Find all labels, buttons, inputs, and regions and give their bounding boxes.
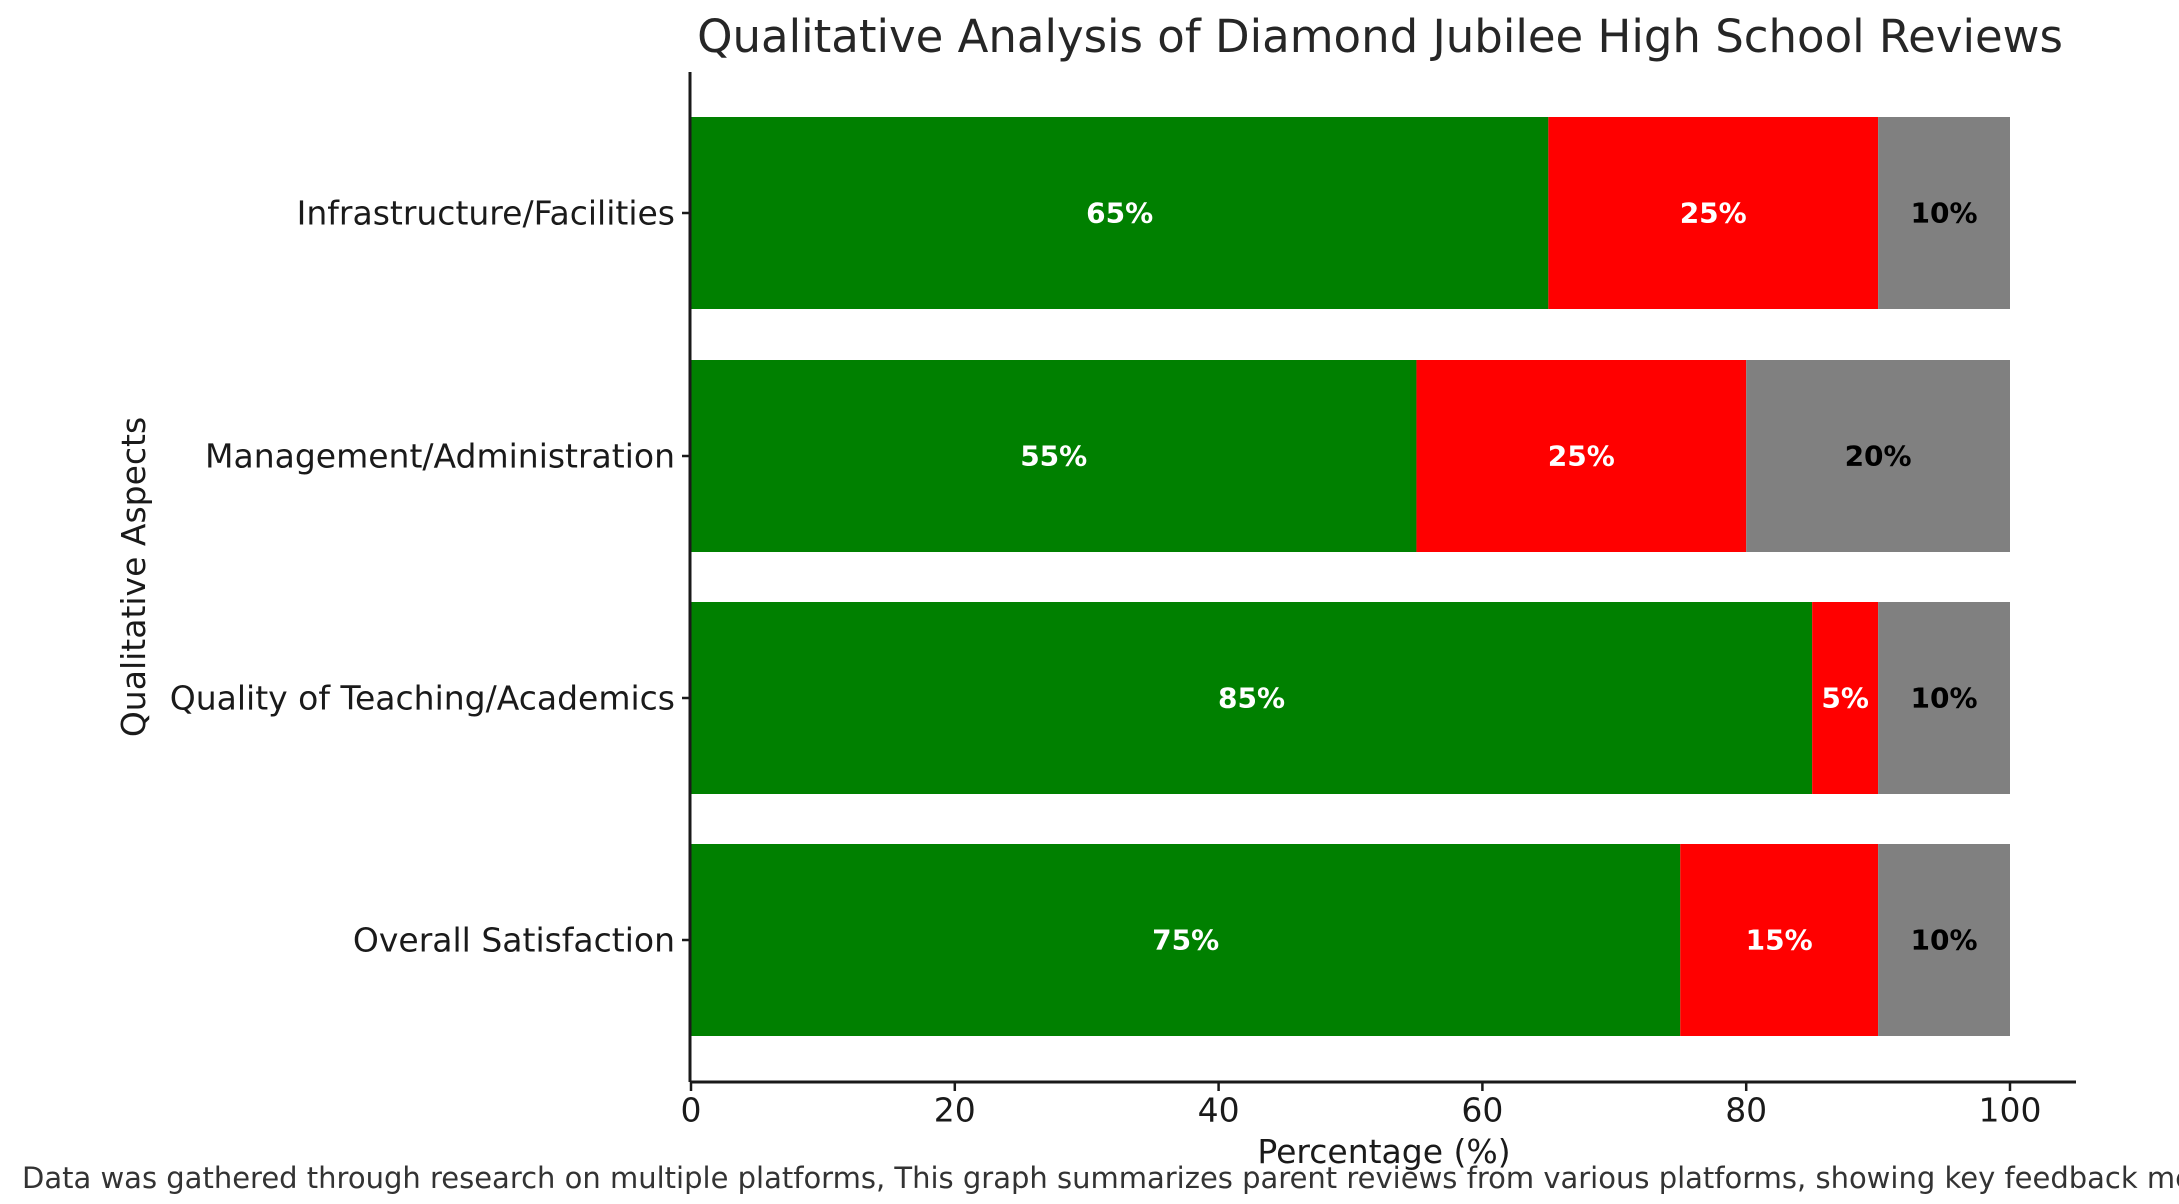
bar-value-label-2-1: 25% [1548, 440, 1615, 473]
bar-segment-1-1 [1812, 602, 1879, 794]
bar-value-label-0-0: 75% [1152, 924, 1219, 957]
bar-value-label-2-2: 20% [1845, 440, 1912, 473]
x-tick-label: 80 [1725, 1091, 1767, 1130]
bar-value-label-1-2: 10% [1911, 682, 1978, 715]
bar-value-label-0-2: 10% [1911, 924, 1978, 957]
category-label: Quality of Teaching/Academics [170, 679, 675, 718]
x-tick-label: 0 [681, 1091, 702, 1130]
x-tick-label: 20 [934, 1091, 976, 1130]
bar-segment-1-2 [1878, 602, 2010, 794]
category-label: Overall Satisfaction [353, 921, 675, 960]
bar-value-label-1-1: 5% [1821, 682, 1869, 715]
bar-segment-0-0 [691, 844, 1681, 1036]
bar-value-label-0-1: 15% [1746, 924, 1813, 957]
x-tick-label: 40 [1198, 1091, 1240, 1130]
chart-title: Qualitative Analysis of Diamond Jubilee … [697, 10, 2063, 63]
y-axis-label: Qualitative Aspects [114, 417, 153, 737]
x-axis-label: Percentage (%) [1257, 1132, 1510, 1171]
x-ticks-layer: 0 20 40 60 80 100 [681, 1082, 2042, 1130]
bar-value-label-3-2: 10% [1911, 197, 1978, 230]
bar-segment-3-2 [1878, 117, 2010, 309]
bar-value-label-3-1: 25% [1680, 197, 1747, 230]
category-labels-layer: Overall Satisfaction Quality of Teaching/… [170, 194, 690, 960]
bar-segment-0-2 [1878, 844, 2010, 1036]
x-tick-label: 60 [1461, 1091, 1503, 1130]
category-label: Management/Administration [205, 437, 675, 476]
bar-segment-2-2 [1746, 360, 2010, 552]
bar-labels-layer: 75% 15% 10% 85% 5% 10% 55% 25% 20% 65% 25% 10% [1020, 197, 1977, 957]
bar-segment-3-0 [691, 117, 1549, 309]
bar-value-label-1-0: 85% [1218, 682, 1285, 715]
footnote: Data was gathered through research on mu… [22, 1161, 2179, 1195]
bar-segment-0-1 [1680, 844, 1879, 1036]
bar-segment-2-1 [1416, 360, 1747, 552]
x-tick-label: 100 [1979, 1091, 2042, 1130]
bar-value-label-2-0: 55% [1020, 440, 1087, 473]
bar-segment-2-0 [691, 360, 1417, 552]
bar-segment-1-0 [691, 602, 1813, 794]
bar-segment-3-1 [1548, 117, 1879, 309]
bar-value-label-3-0: 65% [1086, 197, 1153, 230]
axes-layer [688, 72, 2076, 1084]
bars-layer [691, 117, 2010, 1036]
category-label: Infrastructure/Facilities [297, 194, 675, 233]
